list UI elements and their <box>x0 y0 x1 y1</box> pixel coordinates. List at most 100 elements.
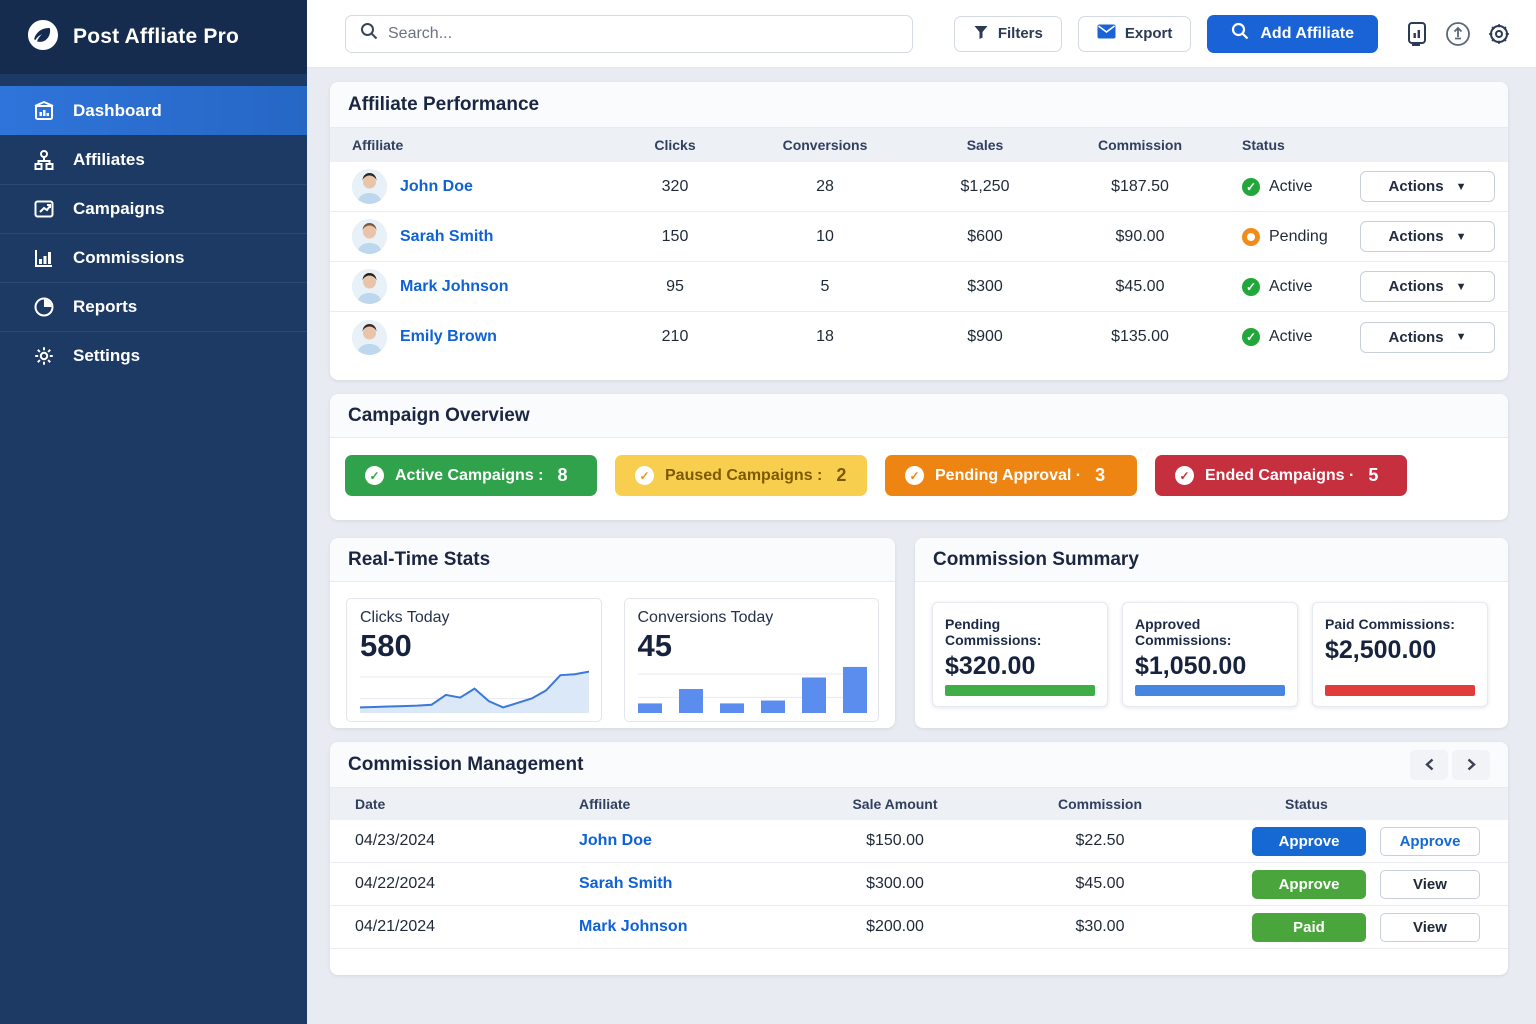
commission-value: $30.00 <box>1075 918 1125 935</box>
status-label: Active <box>1269 277 1313 295</box>
conversions-value: 5 <box>820 277 830 295</box>
summary-color-bar <box>945 685 1095 696</box>
sidebar-item-settings[interactable]: Settings <box>0 331 307 380</box>
date-value: 04/23/2024 <box>355 832 436 849</box>
sales-value: $600 <box>967 227 1003 245</box>
section-title: Commission Management <box>348 753 584 775</box>
clicks-value: 150 <box>661 227 689 245</box>
campaigns-icon <box>32 197 56 221</box>
sidebar-item-dashboard[interactable]: Dashboard <box>0 86 307 135</box>
status-action-button[interactable]: Paid <box>1252 912 1366 942</box>
stat-value: 45 <box>637 628 672 663</box>
campaign-badge[interactable]: ✓ Active Campaigns : 8 <box>345 455 597 496</box>
commission-row: 04/21/2024 Mark Johnson $200.00 $30.00 P… <box>330 906 1508 949</box>
chevron-down-icon: ▼ <box>1455 280 1467 293</box>
brand-logo: Post Affliate Pro <box>0 0 307 74</box>
column-header-clicks: Clicks <box>654 137 696 153</box>
conversions-bar-chart <box>637 666 867 713</box>
affiliate-row: John Doe 320 28 $1,250 $187.50 ✓ Active … <box>330 162 1508 212</box>
affiliate-performance-table-body: John Doe 320 28 $1,250 $187.50 ✓ Active … <box>330 162 1508 362</box>
status-pending-ring-icon <box>1242 227 1260 246</box>
badge-label: Pending Approval · <box>935 466 1082 484</box>
campaign-overview-card: Campaign Overview ✓ Active Campaigns : 8… <box>330 394 1508 520</box>
conversions-today-box: Conversions Today 45 <box>623 598 879 722</box>
badge-count: 8 <box>557 465 568 485</box>
sidebar-item-label: Reports <box>73 297 138 316</box>
summary-color-bar <box>1325 685 1475 696</box>
add-affiliate-label: Add Affiliate <box>1260 24 1354 42</box>
secondary-action-button[interactable]: View <box>1380 869 1480 899</box>
commission-value: $187.50 <box>1111 177 1169 195</box>
secondary-action-button[interactable]: Approve <box>1380 826 1480 856</box>
topbar: Filters Export Add Affiliate <box>307 0 1536 68</box>
affiliate-performance-header: Affiliate Performance <box>330 82 1508 128</box>
actions-dropdown-button[interactable]: Actions ▼ <box>1360 221 1495 252</box>
topbar-actions: Filters Export Add Affiliate <box>953 14 1512 53</box>
commission-summary-cards: Pending Commissions: $320.00 Approved Co… <box>915 582 1508 727</box>
status-action-button[interactable]: Approve <box>1252 869 1366 899</box>
affiliate-avatar <box>352 219 387 254</box>
search-plus-icon <box>1231 22 1249 45</box>
page-prev-button[interactable] <box>1410 749 1448 780</box>
status-label: Active <box>1269 177 1313 195</box>
affiliate-name-link[interactable]: Mark Johnson <box>400 277 509 295</box>
summary-value: $2,500.00 <box>1325 636 1437 664</box>
sidebar-item-label: Dashboard <box>73 100 162 120</box>
chevron-down-icon: ▼ <box>1455 331 1467 343</box>
actions-dropdown-button[interactable]: Actions ▼ <box>1360 271 1495 302</box>
report-device-icon[interactable] <box>1404 21 1430 47</box>
affiliate-name-link[interactable]: Sarah Smith <box>579 875 673 892</box>
sidebar-item-reports[interactable]: Reports <box>0 282 307 331</box>
pagination <box>1410 749 1490 780</box>
conversions-value: 18 <box>816 328 834 345</box>
status-label: Pending <box>1269 227 1328 245</box>
column-header-commission: Commission <box>1097 137 1182 153</box>
section-title: Commission Summary <box>933 548 1139 570</box>
search-input[interactable] <box>388 24 898 43</box>
sidebar-nav: Dashboard Affiliates Campaigns Commissio… <box>0 86 307 380</box>
stat-value: 580 <box>360 628 412 663</box>
affiliate-name-link[interactable]: John Doe <box>579 832 652 849</box>
actions-dropdown-button[interactable]: Actions ▼ <box>1360 321 1495 353</box>
summary-card: Pending Commissions: $320.00 <box>932 602 1108 707</box>
add-circle-icon[interactable] <box>1445 21 1471 47</box>
envelope-icon <box>1097 24 1116 43</box>
sidebar-item-campaigns[interactable]: Campaigns <box>0 184 307 233</box>
section-title: Campaign Overview <box>348 404 530 426</box>
sidebar-item-commissions[interactable]: Commissions <box>0 233 307 282</box>
summary-card: Paid Commissions: $2,500.00 <box>1312 602 1488 707</box>
add-affiliate-button[interactable]: Add Affiliate <box>1207 14 1378 53</box>
chevron-down-icon: ▼ <box>1455 230 1467 243</box>
affiliate-name-link[interactable]: Emily Brown <box>400 328 497 345</box>
dashboard-icon <box>32 99 56 123</box>
affiliate-name-link[interactable]: Mark Johnson <box>579 918 688 935</box>
section-title: Affiliate Performance <box>348 93 540 115</box>
affiliate-name-link[interactable]: Sarah Smith <box>400 227 494 245</box>
actions-dropdown-button[interactable]: Actions ▼ <box>1360 171 1495 202</box>
affiliate-performance-table-header: Affiliate Clicks Conversions Sales Commi… <box>330 128 1508 162</box>
search-box[interactable] <box>345 14 913 53</box>
sales-value: $300 <box>967 277 1003 295</box>
affiliate-name-link[interactable]: John Doe <box>400 177 473 195</box>
stat-label: Conversions Today <box>637 609 774 626</box>
sidebar-item-affiliates[interactable]: Affiliates <box>0 135 307 184</box>
campaign-badge[interactable]: ✓ Paused Campaigns : 2 <box>615 455 867 496</box>
secondary-action-button[interactable]: View <box>1380 912 1480 942</box>
column-header-commission: Commission <box>1057 796 1142 812</box>
campaign-badge[interactable]: ✓ Ended Campaigns · 5 <box>1155 455 1407 496</box>
summary-color-bar <box>1135 685 1285 696</box>
commission-value: $45.00 <box>1075 875 1125 892</box>
affiliate-row: Mark Johnson 95 5 $300 $45.00 ✓ Active A… <box>330 262 1508 312</box>
export-button[interactable]: Export <box>1077 15 1192 52</box>
status-action-button[interactable]: Approve <box>1252 826 1366 856</box>
filters-button[interactable]: Filters <box>953 15 1062 52</box>
sidebar-item-label: Campaigns <box>73 199 165 218</box>
page-next-button[interactable] <box>1452 749 1490 780</box>
sale-amount-value: $300.00 <box>866 875 924 892</box>
campaign-badge[interactable]: ✓ Pending Approval · 3 <box>885 455 1137 496</box>
settings-gear-icon[interactable] <box>1486 21 1512 47</box>
date-value: 04/21/2024 <box>355 918 436 935</box>
affiliate-avatar <box>352 269 387 304</box>
column-header-affiliate: Affiliate <box>352 137 404 153</box>
clicks-value: 320 <box>661 177 689 195</box>
